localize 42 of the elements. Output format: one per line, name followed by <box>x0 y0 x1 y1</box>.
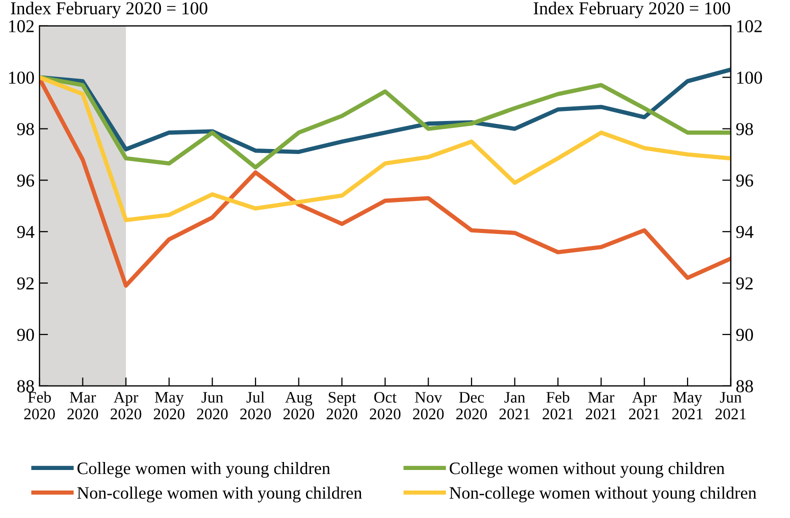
x-tick-label: May 2020 <box>154 392 184 420</box>
legend-label: College women without young children <box>450 462 725 478</box>
x-tick-label: Apr 2020 <box>110 392 142 420</box>
y2-tick-label: 102 <box>737 20 762 32</box>
x-tick-label: Oct 2020 <box>370 392 400 420</box>
line-series <box>40 75 731 222</box>
x-tick-label: Mar 2021 <box>586 392 616 420</box>
line-series <box>40 68 731 154</box>
y2-tick-label: 90 <box>736 328 753 341</box>
x-tick-label: May 2021 <box>672 392 703 420</box>
x-tick-label: Jan 2021 <box>499 392 530 420</box>
legend-label: College women with young children <box>77 462 330 478</box>
x-tick-label: Feb 2021 <box>542 391 573 420</box>
x-tick-label: Jun 2021 <box>715 392 746 420</box>
y-axis-title: Index February 2020 = 100 <box>10 2 208 18</box>
x-tick-label: Aug 2020 <box>283 392 314 420</box>
y2-tick-label: 98 <box>736 123 753 136</box>
x-tick-label: Mar 2020 <box>67 392 98 420</box>
y-tick-label: 102 <box>9 20 34 32</box>
line-series <box>40 75 731 170</box>
x-tick-label: Dec 2020 <box>456 392 487 420</box>
x-tick-label: Jul 2020 <box>240 391 271 420</box>
y-tick-label: 100 <box>9 72 34 84</box>
x-tick-label: Sept 2020 <box>326 392 358 420</box>
y-tick-label: 90 <box>17 328 34 341</box>
x-tick-label: Jun 2020 <box>197 392 228 420</box>
legend-label: Non-college women with young children <box>77 486 362 502</box>
y-tick-label: 98 <box>17 123 34 136</box>
x-tick-label: Apr 2021 <box>629 392 660 420</box>
legend-label: Non-college women without young children <box>450 486 756 502</box>
y-tick-label: 96 <box>17 174 34 187</box>
y-tick-label: 94 <box>17 226 34 238</box>
x-tick-label: Feb 2020 <box>24 391 55 420</box>
x-tick-label: Nov 2020 <box>413 392 444 420</box>
y2-tick-label: 88 <box>736 380 753 392</box>
y2-tick-label: 94 <box>736 226 754 238</box>
y2-tick-label: 100 <box>737 72 762 84</box>
y2-axis-title: Index February 2020 = 100 <box>534 2 730 18</box>
y2-tick-label: 92 <box>736 277 753 290</box>
y-tick-label: 92 <box>17 277 34 290</box>
y-tick-label: 88 <box>17 380 34 392</box>
y2-tick-label: 96 <box>736 174 754 187</box>
